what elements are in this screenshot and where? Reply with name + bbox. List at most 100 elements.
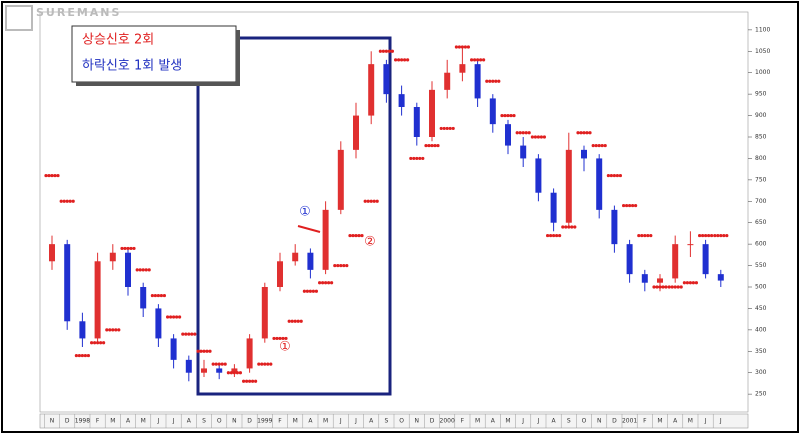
highlight-box [196,36,392,396]
sar-dot [339,263,343,268]
sar-dot [457,45,461,49]
sar-dot [530,135,535,139]
sar-dot [77,353,81,358]
candle-body [261,287,268,339]
sar-dot [223,362,227,366]
x-tick-label: F [96,418,100,425]
x-tick-label: N [597,418,602,425]
x-tick-label: J [172,418,175,425]
sar-dot [421,156,425,161]
sar-dot [150,293,154,298]
sar-dot [676,285,680,289]
sar-dot [333,263,337,268]
x-tick-label: J [339,418,342,425]
sar-dot [272,336,276,341]
sar-dot [664,285,668,289]
sar-dot [576,131,580,135]
sar-dot [400,58,404,62]
sar-dot [144,268,148,272]
sar-dot [135,268,139,272]
sar-dot [117,328,121,332]
sar-dot [205,349,209,353]
sar-dot [658,285,662,289]
sar-dot [56,173,60,178]
sar-dot [460,45,464,49]
y-tick-label: 1050 [755,48,770,55]
sar-dot [187,332,191,336]
sar-dot [436,143,440,148]
candle-body [170,338,177,360]
sar-dot [476,58,480,62]
sar-dot [555,233,559,238]
sar-dot [707,233,711,238]
sar-dot [369,199,373,203]
sar-dot [694,281,699,285]
candle-body [155,308,162,339]
y-tick-label: 450 [755,305,767,312]
candle-body [565,149,572,223]
sar-dot [196,349,200,353]
sar-dot [153,293,157,298]
sar-dot [442,126,446,131]
sar-dot [321,281,325,285]
candle-body [550,192,557,223]
sar-dot [156,293,160,298]
x-tick-label: J [719,418,722,425]
y-tick-label: 600 [755,241,767,248]
y-tick-label: 850 [755,134,767,141]
sar-dot [202,349,206,353]
sar-dot [102,341,106,345]
sar-dot [713,233,717,238]
sar-dot [561,225,565,229]
sar-dot [232,371,236,375]
sar-dot [503,113,507,118]
sar-dot [409,156,413,161]
candle-body [717,274,724,281]
sar-dot [424,143,428,148]
sar-dot [278,336,282,341]
sar-dot [691,281,696,285]
candle-body [429,89,435,137]
x-tick-label: A [491,418,496,425]
candle-body [505,124,511,146]
x-tick-label: A [552,418,557,425]
candle-body [687,244,694,246]
sar-dot [308,289,312,293]
candle-body [368,64,375,116]
sar-dot [83,353,87,358]
sar-dot [214,362,218,366]
candle-body [641,274,648,283]
legend-item: 하락신호 1회 발생 [82,59,182,74]
sar-dot [394,58,398,62]
x-tick-label: 1999 [257,418,272,425]
sar-dot [290,319,294,323]
x-tick-label: S [567,418,571,425]
sar-dot [463,45,467,49]
x-tick-label: M [505,418,510,425]
sar-dot [93,341,97,345]
sar-dot [360,233,364,238]
sar-dot [427,143,431,148]
sar-dot [336,263,340,268]
annotation-pointer [297,225,321,233]
sar-dot [506,113,510,118]
y-tick-label: 250 [755,391,767,398]
sar-dot [539,135,544,139]
candle-body [626,244,633,275]
candle-body [185,359,192,373]
sar-dot [390,49,394,53]
sar-dot [330,281,334,285]
sar-dot [479,58,483,62]
candle-body [125,252,131,287]
sar-dot [141,268,145,272]
legend-item: 상승신호 2회 [82,33,154,48]
sar-dot [387,49,391,53]
sar-dot [327,281,331,285]
sar-dot [652,285,656,289]
sar-dot [235,371,239,375]
sar-dot [485,79,489,83]
sar-dot [251,379,255,383]
x-tick-label: D [65,418,70,425]
sar-dot [299,319,303,323]
sar-dot [211,362,215,366]
